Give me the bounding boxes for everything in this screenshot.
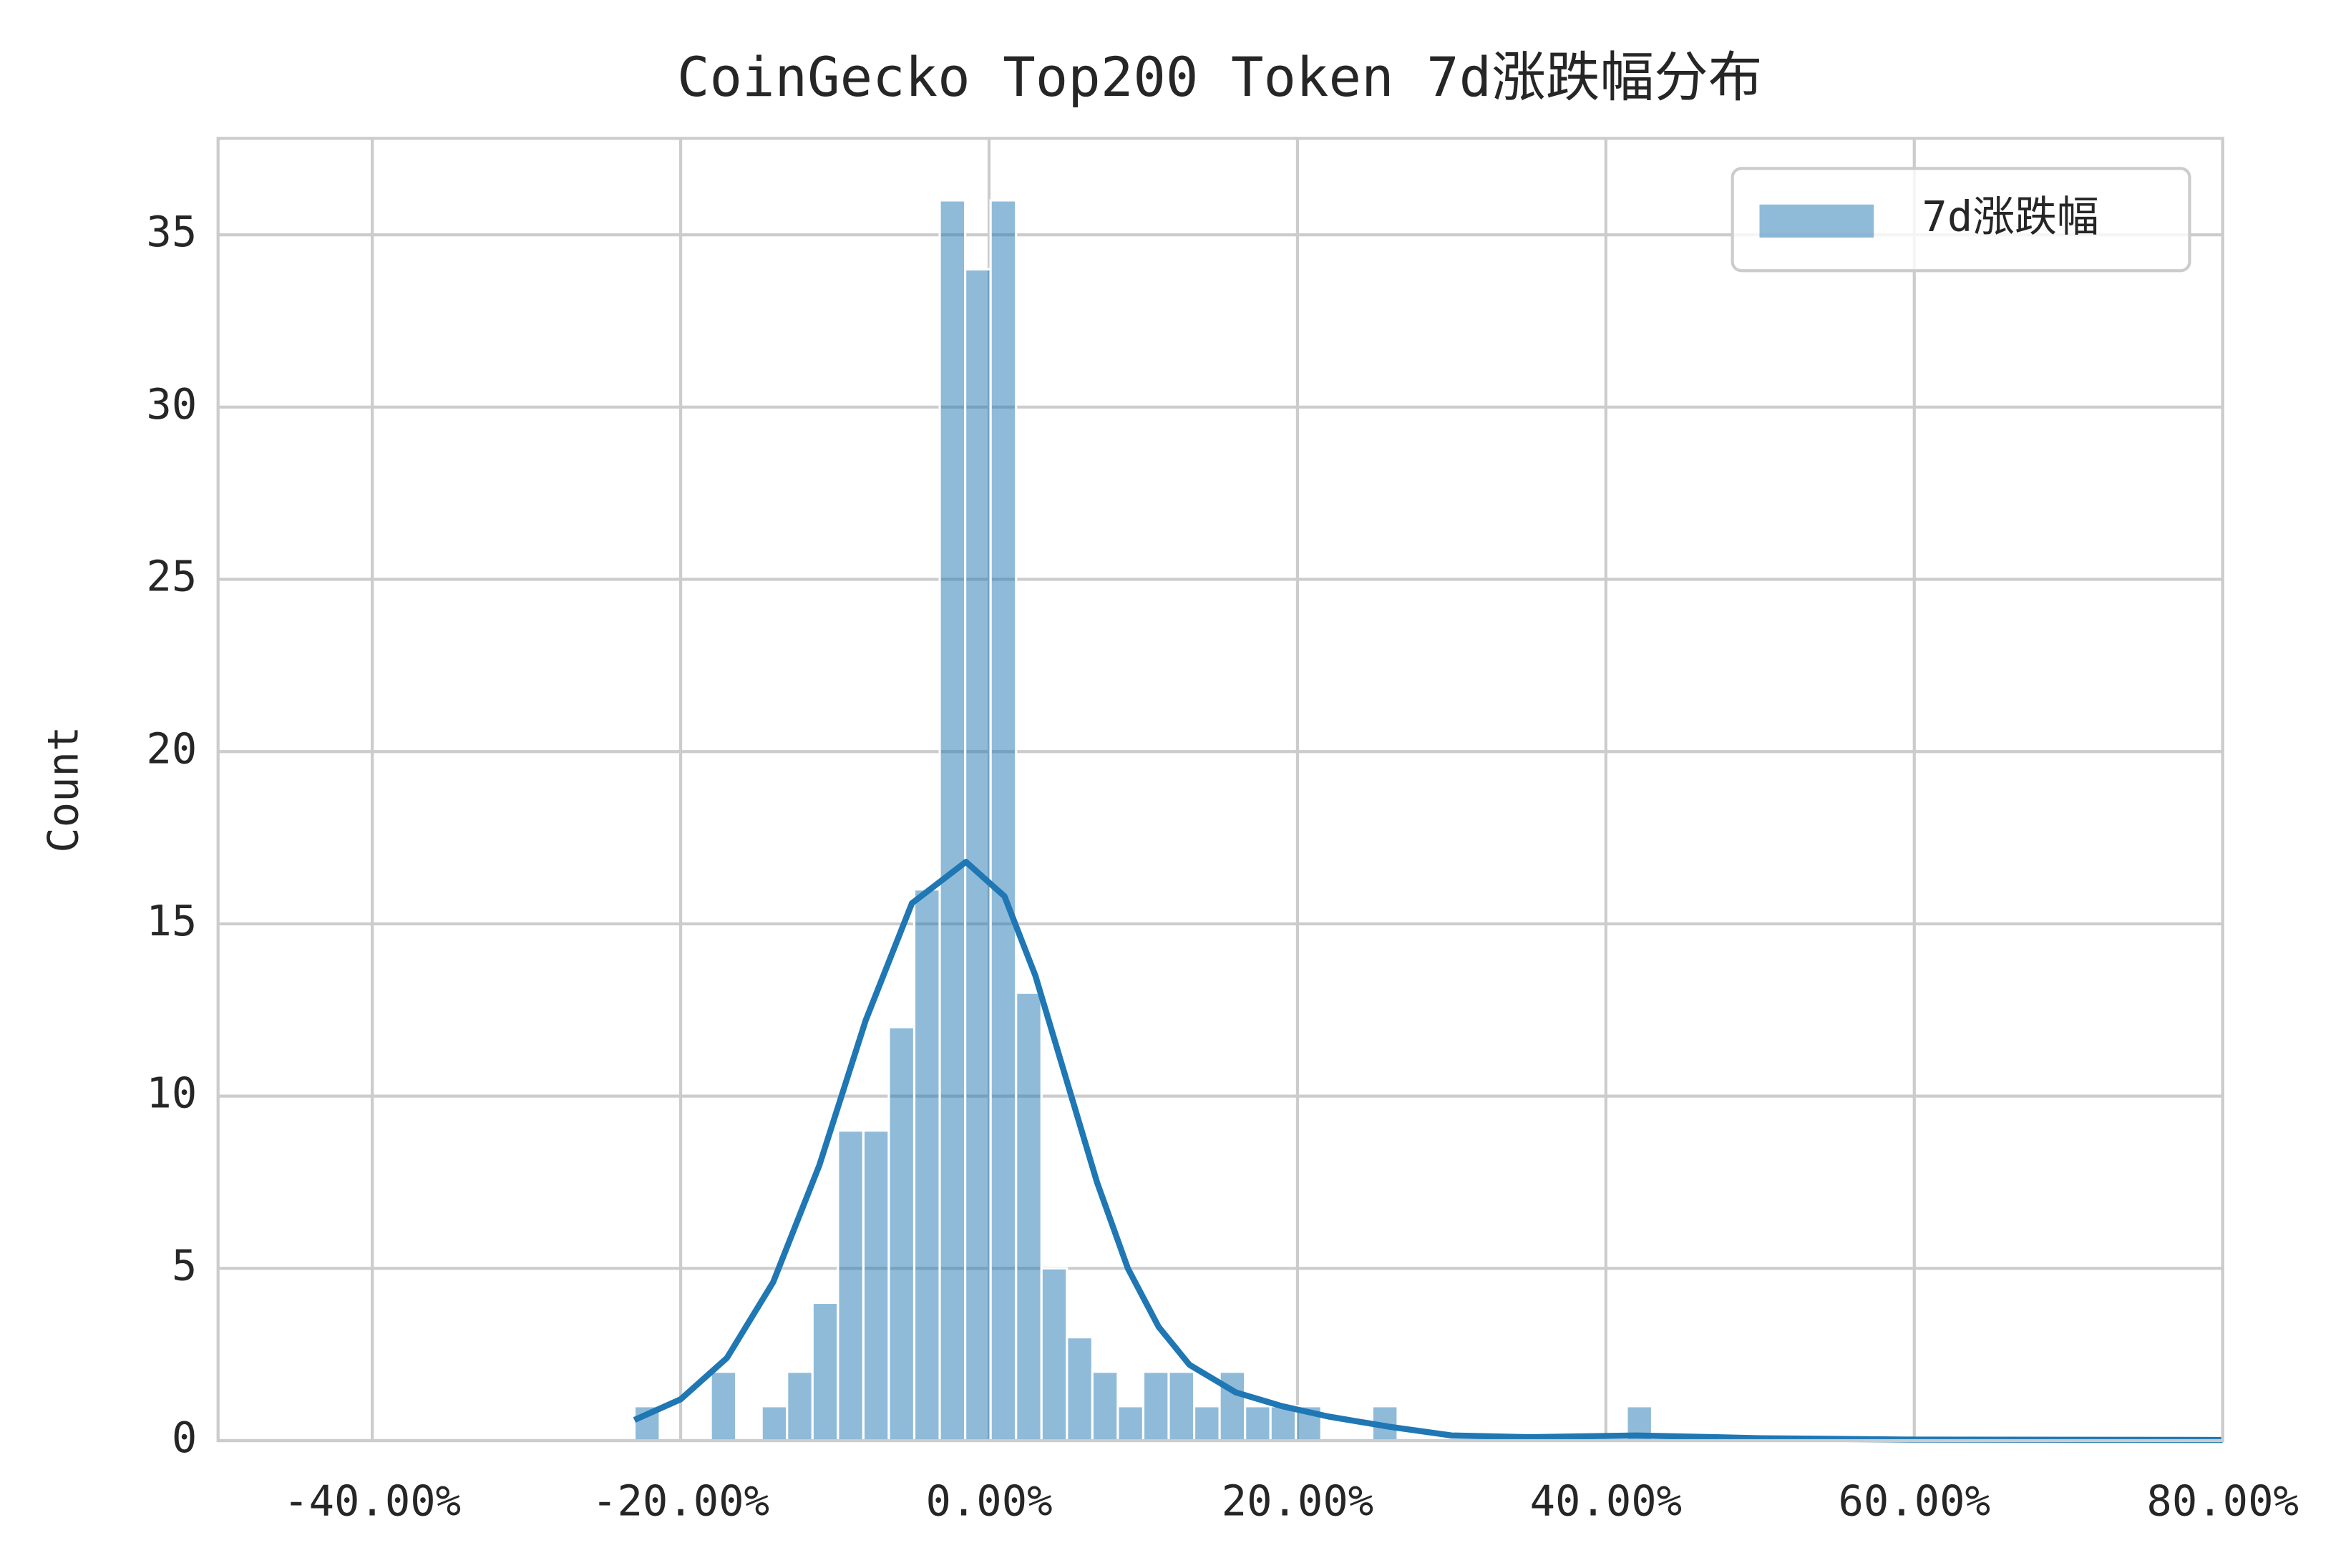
legend-swatch	[1759, 204, 1874, 238]
histogram-bar	[786, 1370, 814, 1442]
y-tick-label: 10	[146, 1068, 197, 1118]
histogram-bar	[1142, 1370, 1170, 1442]
x-tick-label: 80.00%	[2146, 1476, 2299, 1525]
y-tick-label: 15	[146, 896, 197, 945]
histogram-bar	[1192, 1405, 1221, 1442]
histogram-bar	[862, 1129, 890, 1442]
y-tick-label: 0	[172, 1413, 197, 1462]
x-tick-label: -20.00%	[592, 1476, 769, 1525]
histogram-bar	[938, 199, 967, 1442]
histogram-bar	[1015, 991, 1043, 1442]
histogram-bar	[1091, 1370, 1119, 1442]
legend-label: 7d涨跌幅	[1922, 192, 2098, 241]
histogram-bar	[1040, 1267, 1069, 1442]
y-tick-label: 25	[146, 552, 197, 601]
y-tick-label: 35	[146, 207, 197, 256]
y-tick-label: 30	[146, 379, 197, 429]
histogram-bar	[1244, 1405, 1272, 1442]
x-tick-label: 40.00%	[1530, 1476, 1683, 1525]
histogram-bar	[811, 1301, 839, 1442]
histogram-bar	[760, 1405, 789, 1442]
histogram-bar	[1066, 1336, 1094, 1442]
histogram-bar	[887, 1026, 916, 1442]
y-tick-label: 20	[146, 724, 197, 773]
histogram-bar	[989, 199, 1018, 1442]
histogram-bar	[709, 1370, 738, 1442]
histogram-bar	[1116, 1405, 1145, 1442]
y-tick-label: 5	[172, 1240, 197, 1290]
legend: 7d涨跌幅	[1731, 167, 2191, 273]
x-tick-label: 0.00%	[925, 1476, 1052, 1525]
chart-title: CoinGecko Top200 Token 7d涨跌幅分布	[677, 46, 1762, 109]
histogram-bar	[837, 1129, 865, 1442]
histogram-bar	[912, 888, 941, 1442]
histogram-bar	[964, 268, 992, 1442]
plot-frame	[216, 137, 2224, 1443]
histogram-bar	[1167, 1370, 1196, 1442]
histogram-bar	[1269, 1405, 1298, 1442]
x-tick-label: 20.00%	[1222, 1476, 1374, 1525]
legend-box	[1731, 167, 2191, 273]
x-tick-label: 60.00%	[1839, 1476, 1991, 1525]
y-axis-label: Count	[39, 726, 88, 853]
x-tick-label: -40.00%	[283, 1476, 461, 1525]
kde-line	[633, 859, 2223, 1443]
